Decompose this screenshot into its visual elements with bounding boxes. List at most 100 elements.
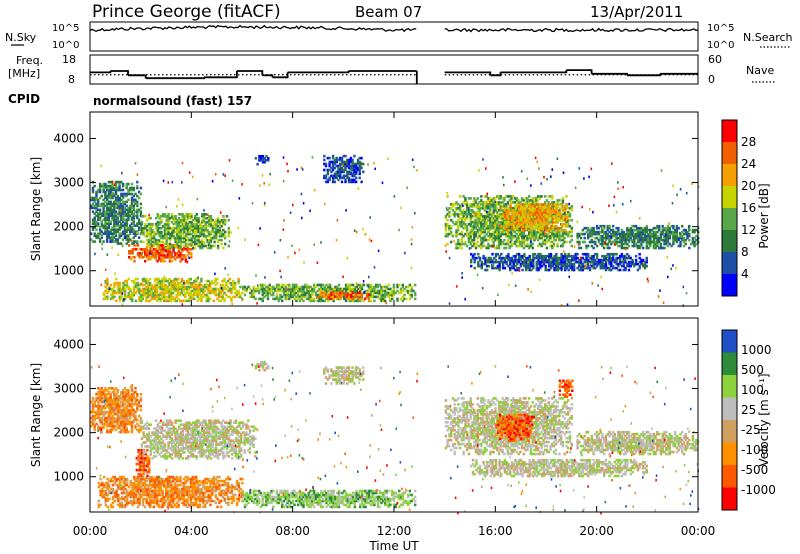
heatmap-cell bbox=[95, 214, 98, 218]
heatmap-cell bbox=[213, 226, 216, 230]
heatmap-cell bbox=[208, 230, 211, 234]
heatmap-cell bbox=[125, 218, 128, 222]
heatmap-cell bbox=[137, 196, 141, 200]
heatmap-cell bbox=[209, 285, 212, 289]
heatmap-cell bbox=[134, 200, 137, 204]
heatmap-cell bbox=[159, 293, 162, 297]
heatmap-cell bbox=[168, 281, 171, 285]
heatmap-cell bbox=[173, 285, 176, 289]
heatmap-cell bbox=[127, 291, 130, 295]
heatmap-cell bbox=[134, 202, 137, 206]
heatmap-cell bbox=[196, 299, 200, 303]
heatmap-cell bbox=[522, 230, 526, 234]
heatmap-cell bbox=[314, 285, 318, 289]
heatmap-cell bbox=[555, 252, 558, 256]
heatmap-cell bbox=[547, 201, 550, 204]
heatmap-cell bbox=[152, 293, 155, 297]
heatmap-cell bbox=[136, 216, 139, 220]
heatmap-cell bbox=[148, 291, 152, 295]
heatmap-cell bbox=[97, 224, 100, 227]
heatmap-cell bbox=[150, 285, 153, 289]
heatmap-cell bbox=[556, 234, 559, 238]
heatmap-cell bbox=[176, 218, 179, 222]
heatmap-cell bbox=[188, 213, 191, 216]
heatmap-cell bbox=[106, 291, 109, 295]
heatmap-cell bbox=[220, 242, 223, 246]
heatmap-cell bbox=[503, 205, 506, 208]
heatmap-cell bbox=[123, 206, 127, 210]
heatmap-cell bbox=[295, 295, 298, 299]
heatmap-cell bbox=[90, 196, 93, 200]
heatmap-cell bbox=[497, 244, 501, 248]
heatmap-cell bbox=[270, 293, 273, 297]
heatmap-cell bbox=[688, 246, 691, 250]
heatmap-cell bbox=[471, 232, 474, 236]
heatmap-cell bbox=[184, 285, 187, 289]
heatmap-cell bbox=[531, 199, 534, 202]
heatmap-cell bbox=[237, 277, 240, 281]
heatmap-cell bbox=[496, 222, 499, 226]
heatmap-cell bbox=[164, 285, 168, 289]
heatmap-cell bbox=[114, 222, 118, 225]
heatmap-cell bbox=[111, 289, 114, 293]
heatmap-cell bbox=[496, 230, 499, 234]
heatmap-cell bbox=[188, 226, 191, 230]
heatmap-cell bbox=[560, 203, 564, 206]
heatmap-cell bbox=[483, 244, 487, 248]
heatmap-cell bbox=[494, 215, 497, 218]
heatmap-cell bbox=[356, 168, 360, 172]
heatmap-cell bbox=[109, 204, 112, 208]
heatmap-cell bbox=[603, 246, 606, 250]
heatmap-cell bbox=[344, 154, 347, 158]
heatmap-cell bbox=[225, 281, 228, 285]
heatmap-cell bbox=[206, 238, 209, 242]
heatmap-cell bbox=[508, 240, 511, 244]
heatmap-cell bbox=[483, 218, 487, 222]
heatmap-cell bbox=[561, 234, 565, 238]
heatmap-cell bbox=[176, 222, 179, 226]
heatmap-cell bbox=[175, 287, 178, 291]
heatmap-cell bbox=[450, 207, 453, 210]
heatmap-cell bbox=[494, 203, 497, 206]
noise-panel-frame bbox=[89, 21, 699, 52]
heatmap-cell bbox=[170, 234, 174, 238]
heatmap-cell bbox=[367, 287, 371, 291]
heatmap-cell bbox=[365, 293, 369, 296]
heatmap-cell bbox=[270, 289, 273, 293]
heatmap-cell bbox=[135, 244, 138, 247]
heatmap-cell bbox=[462, 195, 465, 198]
heatmap-cell bbox=[129, 186, 132, 190]
heatmap-cell bbox=[497, 242, 501, 246]
heatmap-cell bbox=[339, 172, 342, 176]
heatmap-cell bbox=[330, 287, 334, 291]
heatmap-cell bbox=[131, 248, 134, 251]
heatmap-cell bbox=[221, 279, 224, 283]
heatmap-cell bbox=[182, 293, 185, 297]
heatmap-cell bbox=[293, 283, 296, 287]
heatmap-cell bbox=[474, 201, 478, 204]
heatmap-cell bbox=[519, 240, 522, 244]
heatmap-cell bbox=[213, 220, 216, 224]
heatmap-cell bbox=[125, 186, 128, 190]
heatmap-cell bbox=[473, 197, 476, 200]
heatmap-cell bbox=[122, 299, 125, 303]
heatmap-cell bbox=[496, 246, 499, 250]
heatmap-cell bbox=[469, 205, 472, 208]
heatmap-cell bbox=[163, 259, 166, 263]
heatmap-cell bbox=[473, 238, 476, 242]
heatmap-cell bbox=[100, 222, 103, 225]
heatmap-cell bbox=[489, 236, 492, 240]
heatmap-cell bbox=[460, 222, 463, 226]
heatmap-cell bbox=[333, 174, 337, 178]
heatmap-cell bbox=[198, 283, 201, 287]
heatmap-cell bbox=[237, 281, 240, 285]
heatmap-cell bbox=[328, 289, 332, 293]
heatmap-cell bbox=[198, 291, 201, 295]
heatmap-cell bbox=[177, 293, 180, 297]
heatmap-cell bbox=[123, 287, 127, 291]
heatmap-cell bbox=[104, 190, 107, 194]
heatmap-cell bbox=[500, 225, 503, 228]
heatmap-cell bbox=[465, 228, 469, 232]
heatmap-cell bbox=[258, 297, 261, 301]
heatmap-cell bbox=[149, 257, 152, 261]
